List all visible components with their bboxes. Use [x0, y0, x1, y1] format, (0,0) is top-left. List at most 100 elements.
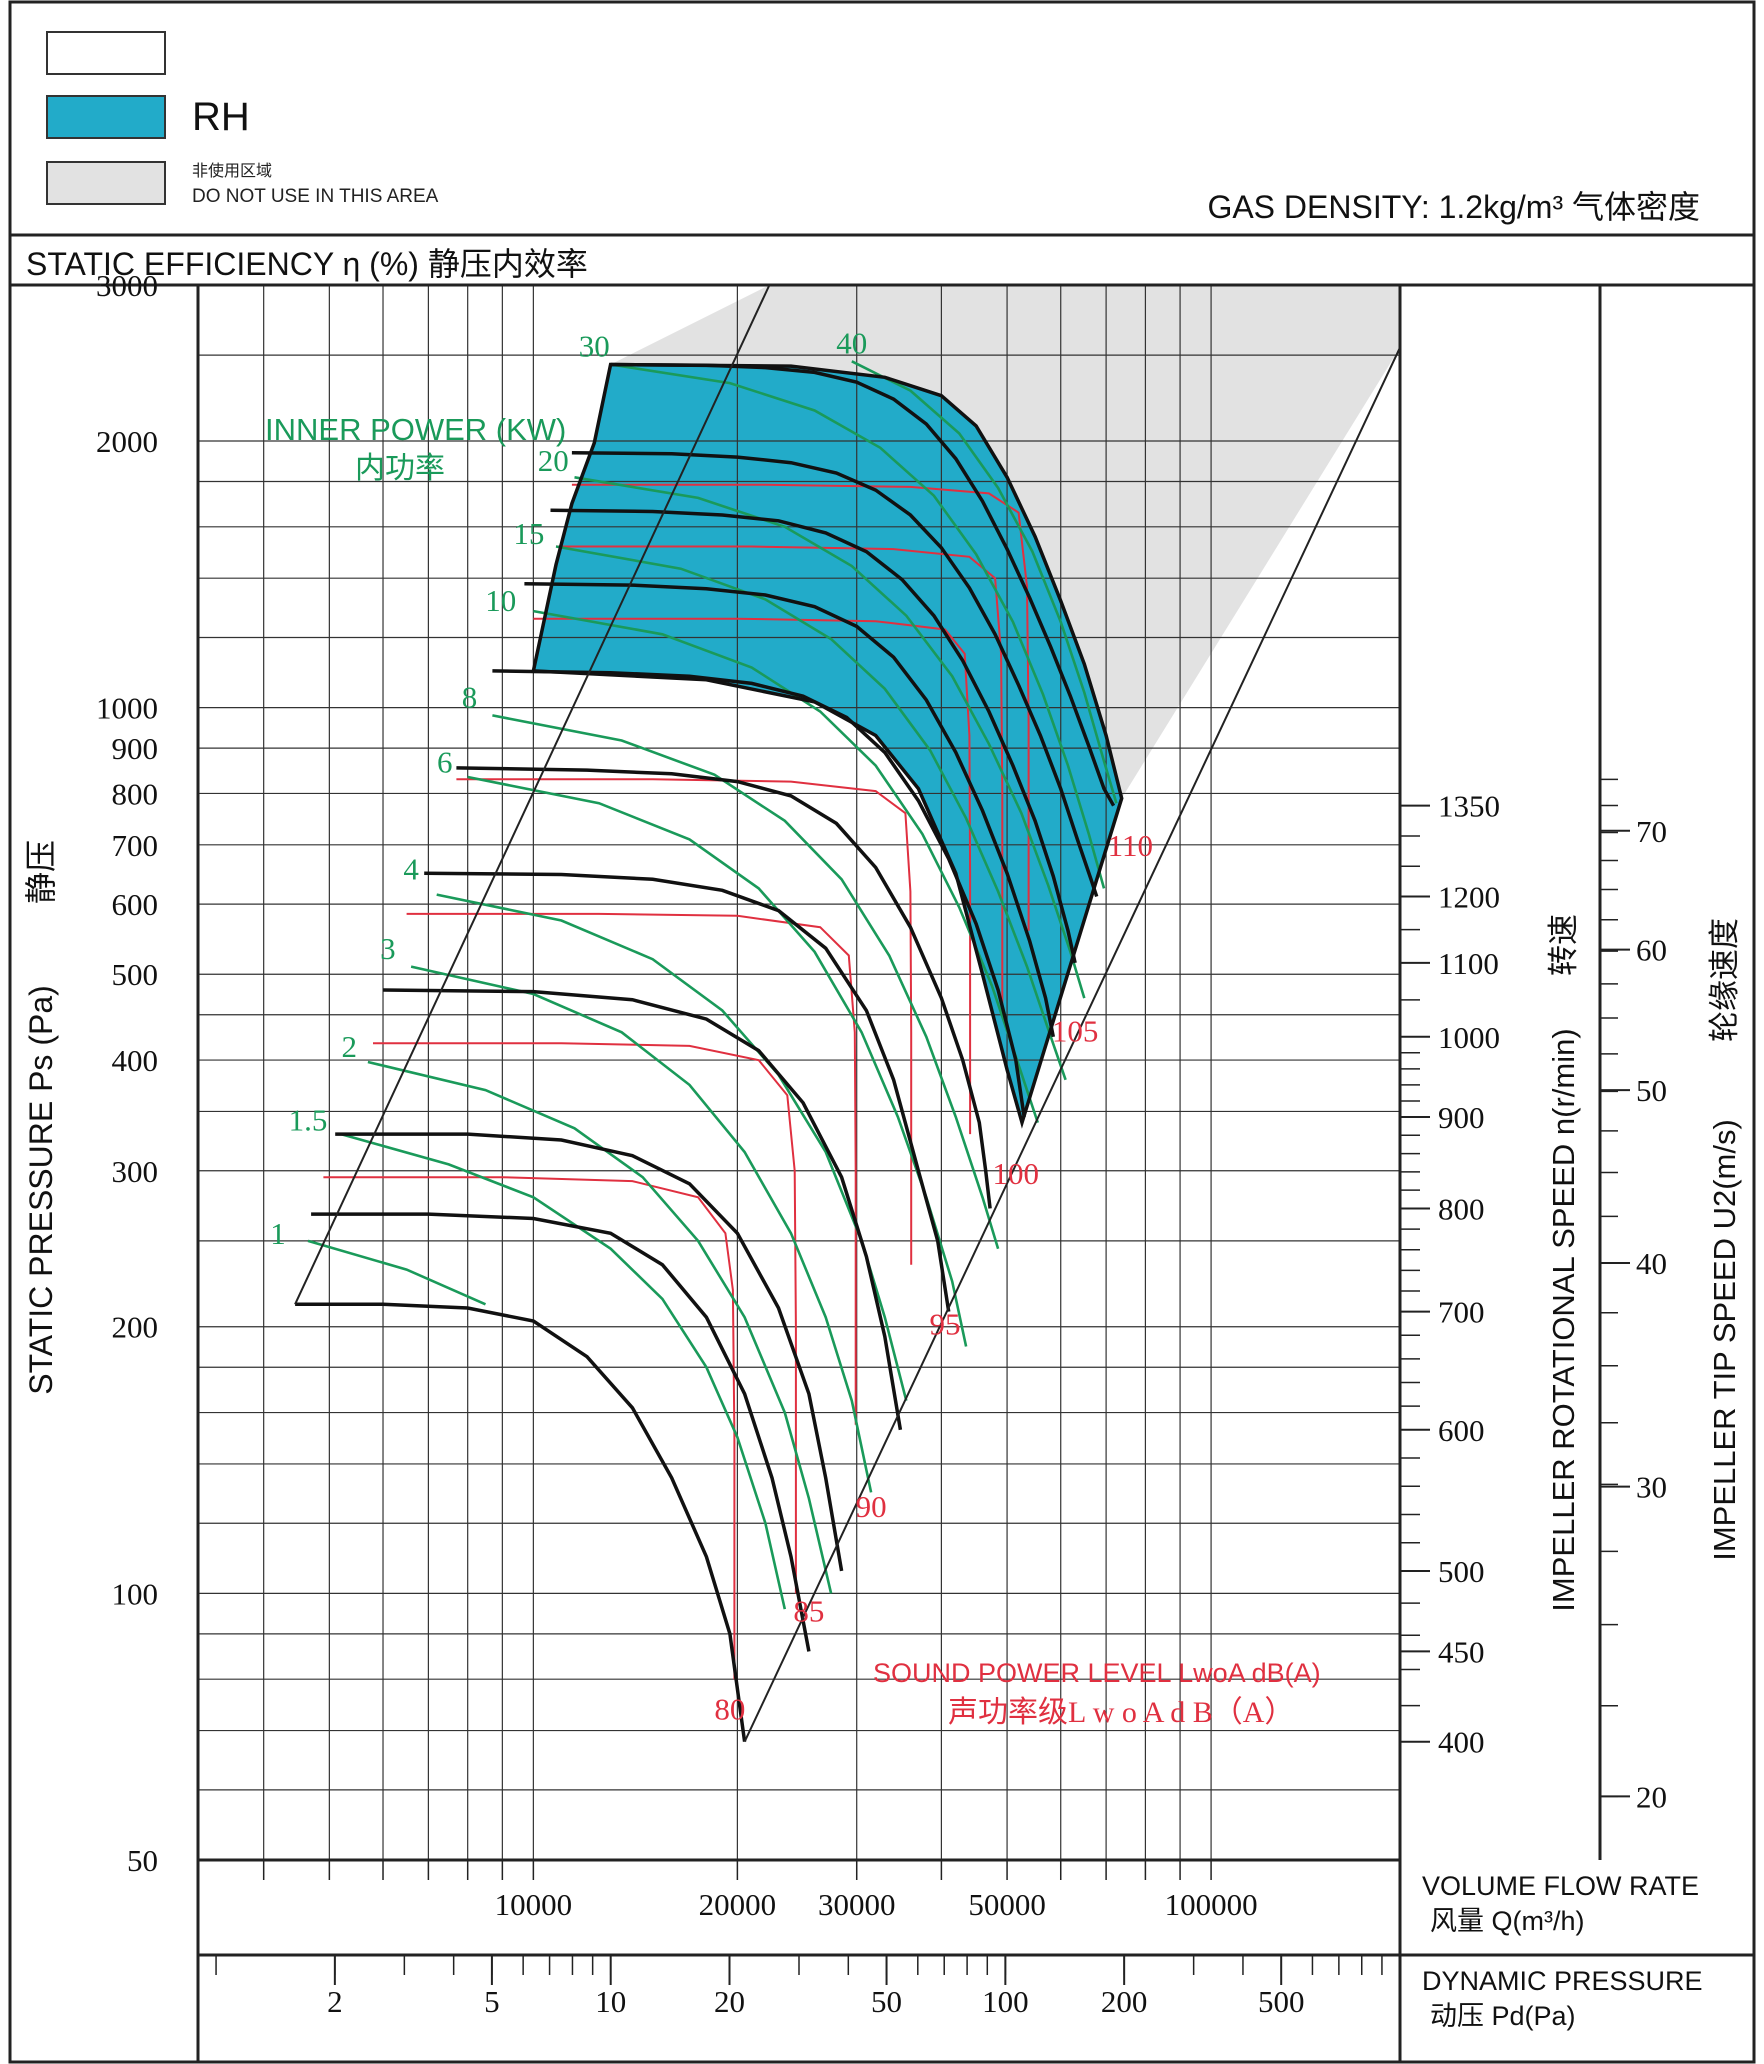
- y-tick-label: 800: [112, 776, 159, 811]
- y-tick-label: 50: [127, 1843, 158, 1878]
- sound-label-110: 110: [1108, 828, 1153, 863]
- legend-swatch-blank: [46, 31, 166, 75]
- power-label-20: 20: [538, 443, 569, 478]
- dyn-tick-label: 200: [1101, 1984, 1148, 2019]
- sound-label-95: 95: [930, 1306, 961, 1341]
- speed-tick-label: 700: [1438, 1295, 1485, 1330]
- gas-density-label: GAS DENSITY: 1.2kg/m³ 气体密度: [1207, 189, 1700, 225]
- power-curve-30: [610, 363, 1106, 889]
- power-curve-40: [851, 360, 1118, 804]
- speed-curve-450: [311, 1212, 811, 1652]
- speed-curve-1350: [610, 362, 1116, 807]
- power-curve-2: [367, 1060, 833, 1594]
- y-tick-label: 3000: [96, 268, 158, 303]
- speed-curve-400: [295, 1302, 747, 1742]
- dyn-tick-label: 50: [871, 1984, 902, 2019]
- y-tick-label: 900: [112, 731, 159, 766]
- y-tick-label: 300: [112, 1154, 159, 1189]
- power-curve-6: [467, 775, 968, 1347]
- speed-tick-label: 450: [1438, 1634, 1485, 1669]
- power-label-3: 3: [380, 931, 396, 966]
- speed-tick-label: 1350: [1438, 789, 1500, 824]
- flow-tick-label: 100000: [1165, 1887, 1258, 1922]
- power-label-2: 2: [342, 1029, 358, 1064]
- sound-curve-90: [406, 912, 857, 1425]
- speed-axis-title-en: IMPELLER ROTATIONAL SPEED n(r/min): [1546, 1028, 1581, 1611]
- speed-curve-800: [456, 766, 992, 1209]
- sound-curve-95: [456, 778, 913, 1265]
- speed-curve-500: [335, 1132, 844, 1572]
- power-label-40: 40: [836, 326, 867, 361]
- speed-axis-ticks: 400 450 500 600 700 800 900 1000 1100 1200 1350: [1400, 789, 1500, 1760]
- speed-axis-title-cn: 转速: [1546, 914, 1581, 976]
- tip-tick-label: 70: [1636, 814, 1667, 849]
- speed-curve-1200: [571, 450, 1099, 898]
- power-curve-15: [555, 545, 1067, 1081]
- flow-tick-label: 20000: [699, 1887, 777, 1922]
- tip-axis-title-cn: 轮缘速度: [1707, 918, 1742, 1042]
- y-tick-label: 100: [112, 1576, 159, 1611]
- speed-tick-label: 900: [1438, 1100, 1485, 1135]
- sound-label-90: 90: [856, 1489, 887, 1524]
- power-curve-1.5: [340, 1132, 787, 1610]
- y-tick-label: 500: [112, 957, 159, 992]
- legend-swatch-no-use: [46, 161, 166, 205]
- plot-grid: [198, 285, 1400, 1860]
- dyn-tick-label: 10: [595, 1984, 626, 2019]
- y-tick-label: 2000: [96, 424, 158, 459]
- sound-power-label-cn: 声功率级L w o A d B（A）: [948, 1696, 1294, 1729]
- speed-tick-label: 1100: [1438, 946, 1499, 981]
- inner-power-label-cn: 内功率: [355, 452, 445, 485]
- legend-label-rh: RH: [192, 95, 250, 139]
- speed-tick-label: 1200: [1438, 879, 1500, 914]
- power-curves: [307, 360, 1118, 1610]
- flow-tick-label: 50000: [968, 1887, 1046, 1922]
- tip-tick-label: 30: [1636, 1470, 1667, 1505]
- dyn-tick-label: 100: [982, 1984, 1029, 2019]
- sound-labels: 80 85 90 95 100 105 110: [714, 828, 1153, 1727]
- power-label-1: 1: [270, 1216, 286, 1251]
- sound-curve-85: [373, 1042, 797, 1594]
- sound-power-label-en: SOUND POWER LEVEL LwoA dB(A): [873, 1658, 1321, 1688]
- power-label-4: 4: [403, 851, 419, 886]
- power-label-6: 6: [437, 744, 453, 779]
- speed-curves: [295, 362, 1116, 1742]
- tip-tick-label: 50: [1636, 1073, 1667, 1108]
- power-label-1-5: 1.5: [289, 1103, 328, 1138]
- dyn-axis-title-cn: 动压 Pd(Pa): [1430, 2001, 1576, 2031]
- power-label-30: 30: [579, 329, 610, 364]
- power-label-8: 8: [462, 680, 478, 715]
- inner-power-label-en: INNER POWER (KW): [265, 412, 566, 447]
- speed-curve-600: [382, 988, 903, 1431]
- y-tick-label: 1000: [96, 691, 158, 726]
- y-tick-label: 200: [112, 1310, 159, 1345]
- dyn-tick-label: 5: [484, 1984, 500, 2019]
- dyn-axis-title-en: DYNAMIC PRESSURE: [1422, 1966, 1703, 1996]
- power-label-15: 15: [513, 516, 544, 551]
- tip-speed-axis-ticks: 20 30 40 50 60 70: [1600, 778, 1667, 1814]
- speed-tick-label: 400: [1438, 1725, 1485, 1760]
- sound-label-80: 80: [714, 1692, 745, 1727]
- power-label-10: 10: [485, 583, 516, 618]
- speed-curve-900: [492, 669, 1026, 1118]
- dyn-tick-label: 500: [1258, 1984, 1305, 2019]
- power-curve-8: [492, 714, 1000, 1250]
- tip-tick-label: 40: [1636, 1246, 1667, 1281]
- sound-curve-110: [571, 483, 1030, 931]
- sound-curve-80: [323, 1176, 736, 1680]
- power-labels: 1 1.5 2 3 4 68 10 15 20 30 40: [270, 326, 867, 1251]
- legend-label-no-use-en: DO NOT USE IN THIS AREA: [192, 186, 439, 207]
- legend-label-no-use-cn: 非使用区域: [192, 162, 272, 180]
- efficiency-title: STATIC EFFICIENCY η (%) 静压内效率: [26, 246, 588, 282]
- flow-axis-title-cn: 风量 Q(m³/h): [1430, 1906, 1585, 1936]
- tip-axis-title-en: IMPELLER TIP SPEED U2(m/s): [1707, 1119, 1742, 1561]
- y-tick-label: 400: [112, 1043, 159, 1078]
- sound-label-105: 105: [1052, 1013, 1099, 1048]
- sound-curve-100: [533, 617, 972, 1135]
- band-left-boundary: [294, 284, 771, 1305]
- power-curve-3: [410, 965, 873, 1493]
- tip-tick-label: 60: [1636, 933, 1667, 968]
- y-axis-ticks: 50 100 200 300 400 500 600 700 800 900 1000 2000 300…: [96, 268, 158, 1878]
- dyn-tick-label: 2: [327, 1984, 343, 2019]
